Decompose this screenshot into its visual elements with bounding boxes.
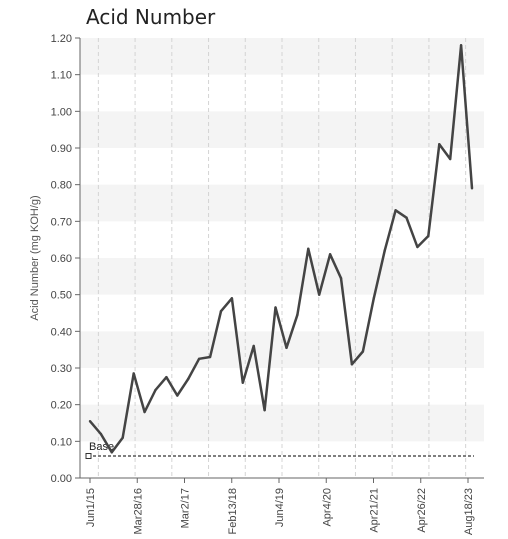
data-point xyxy=(383,249,386,252)
y-tick-label: 0.00 xyxy=(51,473,72,485)
data-point xyxy=(394,209,397,212)
y-tick-label: 0.40 xyxy=(51,326,72,338)
data-point xyxy=(165,375,168,379)
x-tick-label: Jun4/19 xyxy=(274,488,286,527)
data-point xyxy=(459,44,463,47)
x-tick-label: Apr26/22 xyxy=(416,488,428,533)
vertical-gridlines xyxy=(97,38,467,478)
x-tick-label: Mar28/16 xyxy=(132,488,144,534)
data-point xyxy=(143,410,146,414)
y-tick-label: 0.20 xyxy=(51,400,72,412)
data-point xyxy=(438,143,441,146)
data-point xyxy=(296,313,299,317)
data-point xyxy=(307,247,310,251)
data-point xyxy=(361,350,365,353)
data-point xyxy=(263,408,266,412)
data-point xyxy=(372,297,375,300)
chart-title: Acid Number xyxy=(86,5,216,29)
y-tick-label: 1.00 xyxy=(51,106,72,118)
x-tick-label: Apr21/21 xyxy=(369,488,381,533)
y-tick-label: 0.90 xyxy=(51,143,72,155)
y-tick-label: 0.80 xyxy=(51,180,72,192)
data-point xyxy=(187,377,190,381)
data-point xyxy=(252,344,255,348)
data-point xyxy=(88,419,92,423)
data-point xyxy=(230,297,234,300)
data-point xyxy=(219,309,223,313)
y-tick-label: 1.10 xyxy=(51,70,72,82)
y-tick-label: 0.60 xyxy=(51,253,72,265)
data-point xyxy=(132,372,135,375)
y-tick-label: 0.50 xyxy=(51,290,72,302)
data-point xyxy=(448,157,452,161)
y-tick-label: 0.70 xyxy=(51,216,72,228)
x-tick-label: Apr4/20 xyxy=(321,488,333,527)
data-point xyxy=(99,432,103,436)
data-point xyxy=(176,394,179,397)
x-tick-label: Aug18/23 xyxy=(463,488,475,535)
data-point xyxy=(241,381,244,384)
series-layer xyxy=(88,44,474,454)
data-point xyxy=(121,436,124,439)
data-point xyxy=(285,346,288,350)
y-tick-label: 0.30 xyxy=(51,363,72,375)
data-point xyxy=(197,357,201,361)
x-tick-label: Feb13/18 xyxy=(227,488,239,534)
data-point xyxy=(405,216,408,219)
data-point xyxy=(154,388,157,392)
data-point xyxy=(339,276,343,280)
data-point xyxy=(318,293,321,296)
x-axis-ticks: Jun1/15 Mar28/16 Mar2/17 Feb13/18 Jun4/19 Apr… xyxy=(85,478,475,535)
series-line xyxy=(89,44,474,454)
data-point xyxy=(274,306,277,309)
data-point xyxy=(208,355,212,359)
y-tick-label: 1.20 xyxy=(51,33,72,45)
y-axis-label: Acid Number (mg KOH/g) xyxy=(29,195,41,320)
data-point xyxy=(350,363,354,366)
y-tick-label: 0.10 xyxy=(51,436,72,448)
x-tick-label: Jun1/15 xyxy=(85,488,97,527)
data-point xyxy=(328,253,332,256)
data-point xyxy=(416,245,419,249)
x-tick-label: Mar2/17 xyxy=(180,488,192,528)
base-reference: Base xyxy=(85,441,474,459)
y-axis-ticks: 0.00 0.10 0.20 0.30 0.40 0.50 0.60 0.70 0.80 0.90… xyxy=(51,33,80,485)
base-reference-marker xyxy=(85,453,92,459)
data-point xyxy=(427,234,430,238)
data-point xyxy=(470,187,474,190)
data-point xyxy=(110,451,114,454)
